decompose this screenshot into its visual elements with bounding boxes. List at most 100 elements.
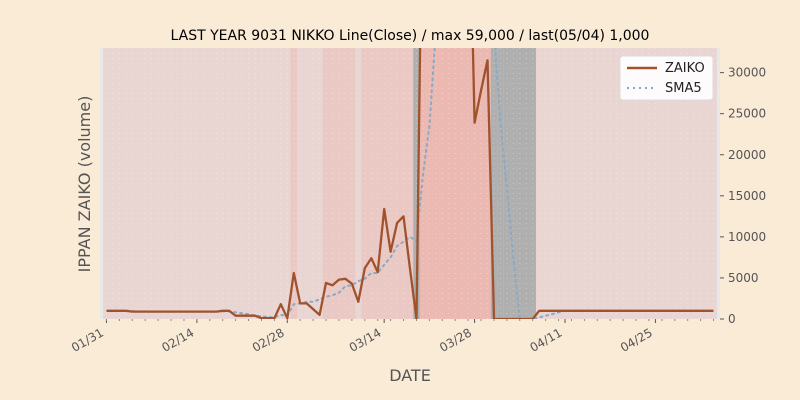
day-band [251,48,259,319]
day-band [697,48,704,319]
day-band [193,48,201,319]
x-tick-label: 01/31 [69,325,106,354]
day-band [542,48,549,319]
day-band [516,48,524,319]
y-tick-label: 30000 [728,66,766,80]
x-tick-label: 04/11 [528,325,565,354]
day-band [484,48,491,319]
day-band [439,48,446,319]
day-band [606,48,614,319]
day-band [594,48,601,319]
chart-title: LAST YEAR 9031 NIKKO Line(Close) / max 5… [171,28,650,44]
day-band [393,48,401,319]
day-band [703,48,711,319]
day-band [380,48,388,319]
day-band [490,48,498,319]
day-band [174,48,181,319]
day-band [154,48,162,319]
day-band [432,48,440,319]
day-band [652,48,659,319]
legend: ZAIKO SMA5 [619,55,714,101]
day-band [574,48,582,319]
day-band [264,48,272,319]
y-tick-label: 5000 [728,271,759,285]
day-band [103,48,110,319]
day-band [387,48,394,319]
day-band [141,48,149,319]
day-band [284,48,291,319]
day-band [639,48,646,319]
day-band [187,48,194,319]
day-band [225,48,233,319]
day-band [329,48,336,319]
day-band [161,48,168,319]
x-tick-label: 04/25 [618,325,655,354]
y-tick-label: 15000 [728,189,766,203]
day-band [206,48,214,319]
y-tick-label: 10000 [728,230,766,244]
day-band [374,48,381,319]
day-band [419,48,427,319]
day-band [658,48,666,319]
day-band [406,48,414,319]
day-band [600,48,607,319]
day-band [277,48,285,319]
y-tick-label: 0 [728,312,736,326]
day-band [213,48,220,319]
day-band [413,48,420,319]
day-band [555,48,562,319]
y-axis-label: IPPAN ZAIKO (volume) [75,96,94,273]
day-band [400,48,407,319]
day-band [296,48,304,319]
y-tick-label: 20000 [728,148,766,162]
day-band [245,48,252,319]
series-lines [106,48,715,319]
day-band [135,48,142,319]
day-band [258,48,265,319]
legend-label-zaiko: ZAIKO [665,61,705,76]
day-band [458,48,465,319]
day-band [535,48,543,319]
day-band [445,48,452,319]
day-band [290,48,297,319]
day-band [471,48,478,319]
day-band [200,48,207,319]
day-band [122,48,130,319]
day-band [690,48,698,319]
day-band [548,48,556,319]
day-band [626,48,633,319]
day-band [238,48,246,319]
day-band [510,48,517,319]
day-band [167,48,175,319]
day-band [109,48,117,319]
day-band [665,48,672,319]
x-tick-label: 03/28 [437,325,474,354]
day-band [684,48,691,319]
x-tick-label: 02/28 [250,325,287,354]
day-band [309,48,317,319]
day-band [503,48,511,319]
legend-label-sma5: SMA5 [665,81,702,96]
day-band [523,48,530,319]
x-axis-label: DATE [389,366,431,385]
x-tick-label: 02/14 [159,325,196,354]
day-band [426,48,433,319]
day-band [368,48,375,319]
day-band [464,48,472,319]
day-band [148,48,155,319]
day-band [497,48,504,319]
day-band [348,48,356,319]
day-band [355,48,362,319]
day-band [451,48,459,319]
day-band [316,48,323,319]
day-band [303,48,310,319]
day-band [342,48,349,319]
day-band [180,48,188,319]
day-band [613,48,620,319]
day-band [477,48,485,319]
day-band [678,48,685,319]
day-band [335,48,343,319]
day-band [568,48,575,319]
day-band [671,48,679,319]
day-band [271,48,278,319]
